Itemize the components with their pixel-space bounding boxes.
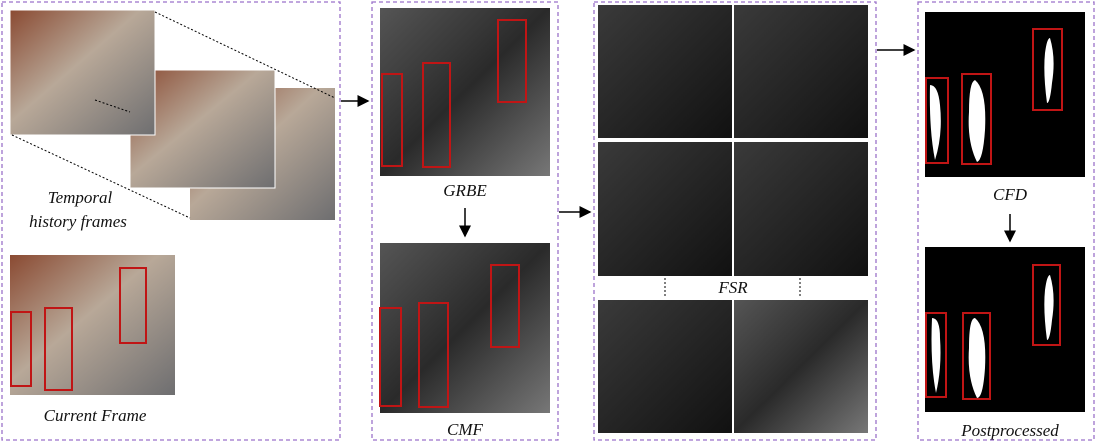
label: Postprocessed xyxy=(960,421,1059,440)
history-frame xyxy=(10,10,155,135)
fsr-image xyxy=(598,142,732,276)
label: history frames xyxy=(29,212,127,231)
label: Current Frame xyxy=(44,406,147,425)
fsr-image xyxy=(598,300,732,433)
label: GRBE xyxy=(443,181,487,200)
fsr-image xyxy=(734,300,868,433)
page: {"labels": {"history": ["Temporal", "his… xyxy=(0,0,1096,445)
fsr-image xyxy=(734,142,868,276)
diagram: Temporal history frames Current Frame GR… xyxy=(0,0,1096,445)
grbe-image xyxy=(380,8,550,176)
cmf-image xyxy=(380,243,550,413)
label: CMF xyxy=(447,420,484,439)
label: CFD xyxy=(993,185,1028,204)
current-frame xyxy=(10,255,175,395)
fsr-image xyxy=(598,5,732,138)
label: Temporal xyxy=(48,188,113,207)
label: FSR xyxy=(717,278,748,297)
fsr-image xyxy=(734,5,868,138)
